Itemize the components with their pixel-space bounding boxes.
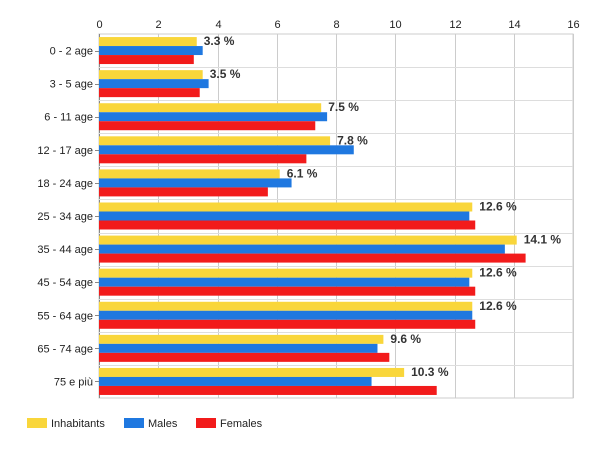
bar-females [99, 88, 200, 98]
bar-males [99, 376, 372, 386]
bar-inhabitants [99, 202, 473, 212]
category-label: 55 - 64 age [37, 310, 93, 322]
bar-females [99, 154, 307, 164]
bar-females [99, 55, 194, 65]
legend-label: Males [148, 418, 178, 430]
category-label: 45 - 54 age [37, 277, 93, 289]
axis-layer: 0 2 4 6 8 10 12 14 16 0 - 2 age 3 - 5 age 6 - 11 ag… [37, 19, 579, 388]
bar-inhabitants [99, 70, 203, 80]
bar-males [99, 310, 473, 320]
x-tick-label: 8 [333, 19, 339, 31]
data-label: 12.6 % [479, 200, 517, 214]
legend-item-females: Females [196, 418, 263, 430]
category-label: 25 - 34 age [37, 211, 93, 223]
bar-females [99, 187, 268, 197]
legend-swatch [196, 418, 216, 428]
legend: Inhabitants Males Females [27, 418, 263, 430]
bar-males [99, 244, 505, 254]
data-label: 7.8 % [337, 133, 368, 147]
category-label: 35 - 44 age [37, 244, 93, 256]
legend-item-males: Males [124, 418, 178, 430]
bar-males [99, 277, 470, 287]
bar-inhabitants [99, 136, 331, 146]
x-tick-label: 0 [96, 19, 102, 31]
data-label: 9.6 % [390, 332, 421, 346]
bars-layer [99, 37, 526, 395]
bar-males [99, 46, 203, 56]
legend-item-inhabitants: Inhabitants [27, 418, 105, 430]
bar-females [99, 121, 316, 131]
x-tick-label: 6 [274, 19, 280, 31]
x-tick-label: 14 [508, 19, 520, 31]
legend-label: Inhabitants [51, 418, 105, 430]
data-label: 7.5 % [328, 100, 359, 114]
bar-males [99, 145, 354, 155]
category-label: 65 - 74 age [37, 343, 93, 355]
x-tick-label: 16 [567, 19, 579, 31]
legend-swatch [124, 418, 144, 428]
label-layer: 3.3 % 3.5 % 7.5 % 7.8 % 6.1 % 12.6 % 14.1 % 12.… [204, 34, 562, 379]
data-label: 12.6 % [479, 299, 517, 313]
bar-inhabitants [99, 235, 517, 245]
bar-inhabitants [99, 367, 405, 377]
bar-females [99, 220, 476, 230]
bar-inhabitants [99, 268, 473, 278]
x-tick-label: 12 [449, 19, 461, 31]
bar-females [99, 253, 526, 263]
x-tick-label: 10 [389, 19, 401, 31]
bar-inhabitants [99, 334, 384, 344]
bar-inhabitants [99, 169, 280, 179]
bar-females [99, 319, 476, 329]
bar-males [99, 79, 209, 89]
category-label: 12 - 17 age [37, 145, 93, 157]
data-label: 3.5 % [210, 67, 241, 81]
bar-males [99, 343, 378, 353]
category-label: 6 - 11 age [44, 112, 93, 124]
bar-females [99, 352, 390, 362]
data-label: 3.3 % [204, 34, 235, 48]
bar-males [99, 112, 328, 122]
category-label: 75 e più [54, 376, 93, 388]
category-label: 0 - 2 age [50, 46, 93, 58]
data-label: 12.6 % [479, 266, 517, 280]
x-tick-label: 4 [215, 19, 221, 31]
bar-inhabitants [99, 301, 473, 311]
legend-swatch [27, 418, 47, 428]
data-label: 14.1 % [524, 233, 562, 247]
bar-inhabitants [99, 103, 322, 113]
bar-females [99, 286, 476, 296]
bar-males [99, 178, 292, 188]
category-label: 18 - 24 age [37, 178, 93, 190]
data-label: 10.3 % [411, 365, 449, 379]
bar-males [99, 211, 470, 221]
category-label: 3 - 5 age [50, 79, 93, 91]
bar-inhabitants [99, 37, 197, 47]
data-label: 6.1 % [287, 166, 318, 180]
legend-label: Females [220, 418, 263, 430]
bar-females [99, 385, 437, 395]
x-tick-label: 2 [155, 19, 161, 31]
